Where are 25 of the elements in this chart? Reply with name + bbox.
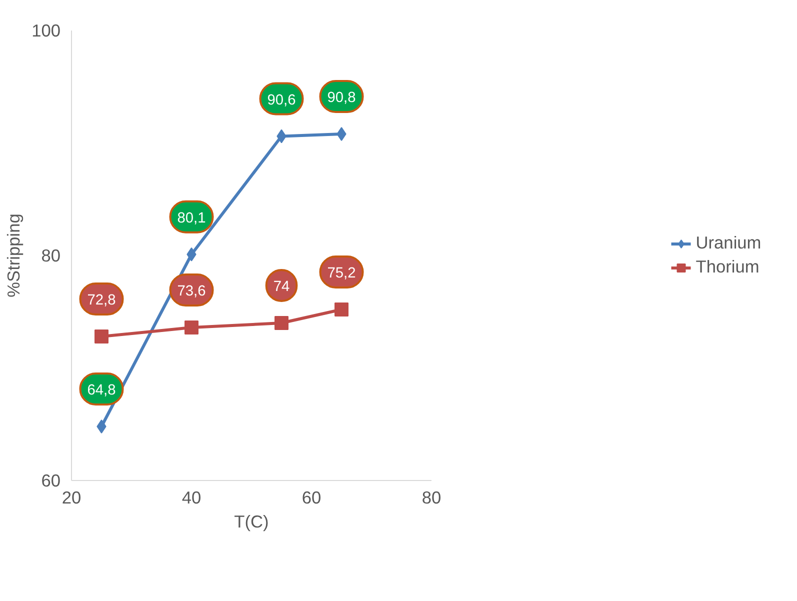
x-tick-label: 20	[62, 488, 82, 508]
point	[336, 127, 346, 141]
data-label: 64,8	[87, 382, 116, 398]
point	[274, 316, 288, 330]
legend-label: Uranium	[696, 232, 762, 254]
y-tick-label: 100	[32, 20, 61, 40]
point	[94, 330, 108, 344]
y-axis-title: %Stripping	[4, 214, 24, 298]
x-axis-title: T(C)	[234, 512, 269, 532]
point	[334, 302, 348, 316]
legend-label: Thorium	[696, 256, 760, 278]
x-tick-label: 60	[302, 488, 322, 508]
x-tick-label: 40	[182, 488, 202, 508]
data-label: 73,6	[177, 284, 206, 300]
data-label: 75,2	[327, 266, 356, 282]
data-label: 80,1	[177, 210, 206, 226]
data-label: 90,6	[267, 92, 296, 108]
point	[184, 320, 198, 334]
data-label: 74	[273, 279, 290, 295]
x-tick-label: 80	[422, 488, 442, 508]
point	[96, 420, 106, 434]
data-label: 72,8	[87, 292, 116, 308]
data-label: 90,8	[327, 90, 356, 106]
y-tick-label: 80	[41, 246, 61, 266]
y-tick-label: 60	[41, 470, 61, 490]
